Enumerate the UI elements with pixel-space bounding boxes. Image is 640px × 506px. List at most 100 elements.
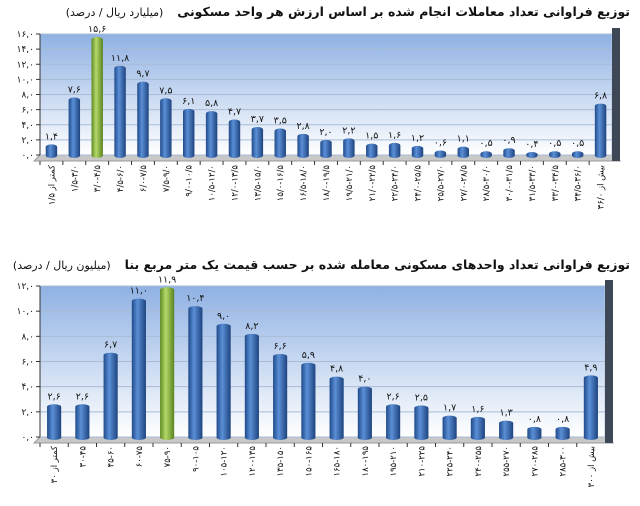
y-tick-label: ۸,۰: [21, 91, 34, 101]
bar: [442, 415, 457, 440]
x-tick-label: ۱۵۰-۱۶۵: [304, 446, 314, 477]
bar: [205, 111, 218, 158]
x-tick-label: ۳۱/۵-۳۳/۰: [528, 165, 538, 201]
data-label: ۴,۹: [584, 362, 597, 373]
data-label: ۸,۲: [245, 321, 258, 332]
data-label: ۲,۶: [387, 391, 400, 402]
x-tick-label: ۲۱/۰-۲۲/۵: [368, 165, 378, 202]
x-tick-label: ۲۵۵-۲۷۰: [502, 446, 512, 476]
chart-title: توزیع فراوانی تعداد واحدهای مسکونی معامل…: [125, 257, 630, 272]
plot-floor: [32, 436, 615, 444]
data-label: ۶,۸: [594, 91, 607, 102]
bar: [571, 151, 584, 158]
bar: [273, 353, 288, 440]
chart-title: توزیع فراوانی تعداد معاملات انجام شده بر…: [177, 4, 630, 20]
data-label: ۴,۸: [330, 364, 343, 375]
y-tick-label: ۲,۰: [21, 136, 34, 146]
data-label: ۱,۱: [457, 134, 470, 145]
x-tick-label: ۲۴/۰-۲۵/۵: [414, 165, 424, 202]
data-label: ۰,۵: [548, 138, 561, 149]
bar: [301, 362, 316, 440]
data-label: ۰,۹: [502, 135, 515, 146]
bar: [583, 375, 598, 440]
x-tick-label: ۶/۰-۷/۵: [139, 165, 149, 192]
x-tick-label: بیش از ۳۰۰: [587, 446, 597, 487]
x-tick-label: ۹/۰-۱۰/۵: [185, 165, 195, 197]
chart-transactions-by-value: توزیع فراوانی تعداد معاملات انجام شده بر…: [17, 4, 630, 209]
y-tick-label: ۶,۰: [21, 358, 34, 368]
plot-side-wall: [612, 28, 620, 161]
data-label: ۶,۷: [104, 340, 117, 351]
bar: [188, 306, 203, 440]
x-tick-label: ۲۸/۵-۳۰/۰: [482, 165, 492, 201]
bar: [131, 298, 146, 440]
x-tick-label: کمتر از ۱/۵: [47, 164, 57, 205]
x-tick-label: ۱۲۰-۱۳۵: [248, 446, 258, 477]
bar: [503, 148, 515, 158]
bar: [137, 81, 149, 158]
data-label: ۰,۵: [571, 138, 584, 149]
y-tick-label: ۰,۰: [21, 151, 34, 161]
x-tick-label: ۱۸۰-۱۹۵: [361, 446, 371, 477]
x-tick-label: ۱۶۵-۱۸۰: [333, 446, 343, 476]
x-tick-label: ۳۴/۵-۳۶/۰: [574, 165, 584, 201]
data-label: ۰,۶: [434, 137, 447, 148]
bar: [388, 142, 401, 158]
y-tick-label: ۱۴,۰: [17, 45, 34, 55]
x-tick-label: ۲۱۰-۲۲۵: [417, 446, 427, 477]
x-tick-label: ۱۶/۵-۱۸/۰: [299, 165, 309, 201]
bar: [244, 333, 259, 440]
bar: [470, 416, 485, 440]
x-tick-label: ۱۳/۵-۱۵/۰: [253, 165, 263, 201]
x-tick-label: ۳۰/۰-۳۱/۵: [505, 165, 515, 202]
y-tick-label: ۱۲,۰: [17, 60, 34, 70]
bar: [45, 144, 58, 158]
bar: [103, 352, 118, 440]
data-label: ۰,۸: [556, 414, 569, 425]
bar: [160, 98, 172, 158]
data-label: ۵,۹: [302, 350, 315, 361]
bar: [457, 146, 469, 158]
data-label: ۲,۲: [342, 125, 355, 136]
data-label: ۱,۶: [471, 404, 484, 415]
data-label: ۲,۰: [319, 127, 332, 138]
data-label: ۶,۶: [274, 341, 287, 352]
bar: [274, 128, 286, 158]
bar: [555, 426, 570, 440]
data-label: ۲,۵: [415, 393, 428, 404]
data-label: ۴,۰: [358, 374, 371, 385]
x-tick-label: ۲۴۰-۲۵۵: [474, 446, 484, 477]
x-tick-label: ۲۲/۵-۲۴/۰: [391, 165, 401, 201]
data-label: ۳,۵: [274, 116, 287, 127]
data-label: ۰,۸: [528, 414, 541, 425]
data-label: ۷,۵: [159, 85, 172, 96]
data-label: ۱۰,۴: [186, 293, 204, 304]
bar: [411, 145, 424, 158]
bar: [480, 151, 492, 158]
y-tick-label: ۴,۰: [21, 121, 34, 131]
chart-units-by-sqm-price: توزیع فراوانی تعداد واحدهای مسکونی معامل…: [13, 257, 630, 487]
bar: [160, 287, 175, 440]
x-tick-label: ۱۲/۰-۱۳/۵: [230, 165, 240, 202]
x-tick-label: ۳۳/۰-۳۴/۵: [551, 165, 561, 202]
x-tick-label: ۷۵-۹۰: [163, 446, 173, 467]
bar: [114, 65, 126, 158]
bar: [527, 426, 542, 440]
bar: [216, 323, 231, 440]
bar: [526, 151, 538, 158]
x-tick-label: ۱۹۵-۲۱۰: [389, 446, 399, 476]
x-tick-label: ۱۰/۵-۱۲/۰: [208, 165, 218, 201]
y-tick-label: ۱۰,۰: [17, 307, 34, 317]
data-label: ۱,۴: [45, 131, 58, 142]
chart-unit: (میلیارد ریال / درصد): [66, 6, 164, 19]
x-tick-label: ۴/۵-۶/۰: [116, 165, 126, 192]
data-label: ۹,۷: [136, 69, 149, 80]
bar: [386, 404, 401, 440]
bar: [366, 143, 378, 158]
chart-unit: (میلیون ریال / درصد): [13, 259, 111, 272]
x-tick-label: ۹۰-۱۰۵: [191, 446, 201, 472]
bar: [329, 376, 344, 440]
data-label: ۰,۵: [480, 138, 493, 149]
x-tick-label: ۱۰۵-۱۲۰: [220, 446, 230, 476]
